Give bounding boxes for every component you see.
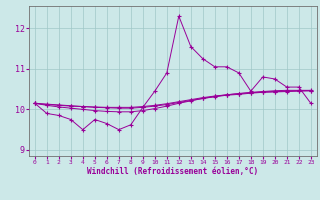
X-axis label: Windchill (Refroidissement éolien,°C): Windchill (Refroidissement éolien,°C) [87, 167, 258, 176]
